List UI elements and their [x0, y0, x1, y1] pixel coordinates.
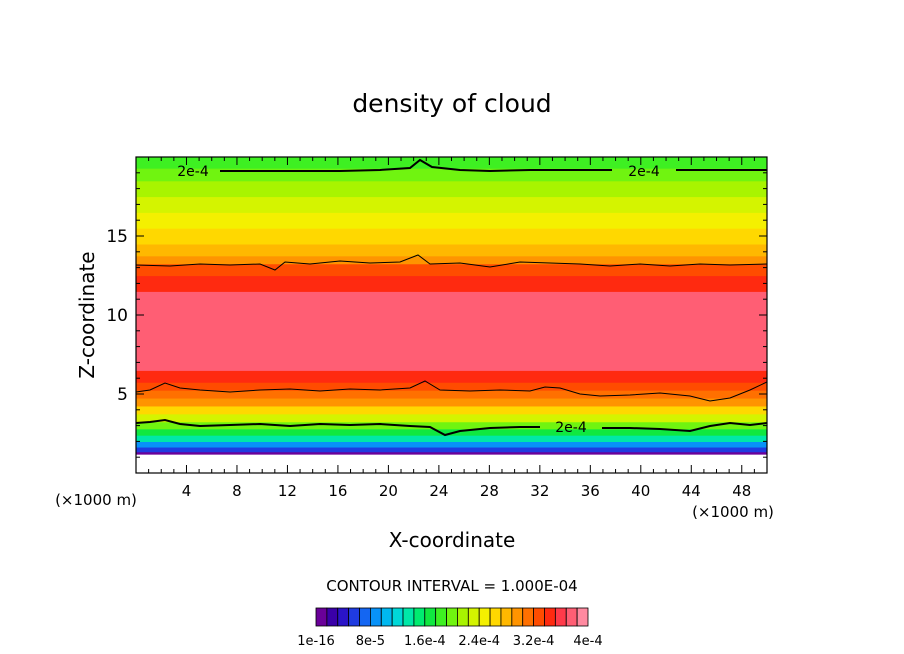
density-band — [136, 263, 767, 277]
contour-line-2e4-top — [220, 158, 767, 173]
contour-label-bottom: 2e-4 — [555, 420, 587, 436]
density-band — [136, 435, 767, 442]
contour-line-2e4-bottom — [136, 418, 767, 437]
x-tick-label: 16 — [328, 482, 347, 500]
x-tick-label: 20 — [379, 482, 398, 500]
colorbar-swatch — [533, 607, 545, 627]
density-band — [136, 390, 767, 399]
colorbar-label: 2.4e-4 — [458, 634, 500, 649]
density-band — [136, 338, 767, 356]
density-band — [136, 243, 767, 257]
density-band — [136, 157, 767, 169]
colorbar-swatch — [380, 607, 393, 627]
contour-interval-text: CONTOUR INTERVAL = 1.000E-04 — [326, 577, 577, 595]
density-band — [136, 451, 767, 455]
density-band — [136, 428, 767, 436]
density-band — [136, 354, 767, 371]
chart-title: density of cloud — [352, 89, 551, 118]
x-tick-label: 12 — [278, 482, 297, 500]
contour-label-top-left: 2e-4 — [177, 164, 209, 180]
colorbar-labels: 1e-16 8e-5 1.6e-4 2.4e-4 3.2e-4 4e-4 — [297, 634, 602, 649]
colorbar — [315, 607, 589, 627]
colorbar-label: 1.6e-4 — [404, 634, 446, 649]
density-band — [136, 228, 767, 245]
colorbar-swatch — [522, 607, 534, 627]
colorbar-swatch — [467, 607, 480, 627]
x-axis-unit-right: (×1000 m) — [692, 503, 774, 521]
y-tick-label: 10 — [106, 306, 128, 326]
density-band — [136, 421, 767, 430]
colorbar-label: 3.2e-4 — [513, 634, 555, 649]
x-tick-label: 40 — [631, 482, 650, 500]
y-axis: 5 10 15 — [106, 172, 767, 458]
density-band — [136, 212, 767, 229]
contour-line-lower-5km — [136, 380, 767, 402]
colorbar-swatch — [391, 607, 404, 627]
colorbar-swatch — [435, 607, 447, 627]
density-band — [136, 322, 767, 340]
density-band — [136, 382, 767, 391]
colorbar-swatch — [413, 607, 426, 627]
density-band — [136, 255, 767, 265]
density-band — [136, 397, 767, 407]
colorbar-swatch — [424, 607, 437, 627]
x-tick-label: 24 — [429, 482, 448, 500]
x-tick-label: 8 — [232, 482, 242, 500]
contour-line-upper-13km — [136, 254, 767, 271]
x-tick-label: 48 — [732, 482, 751, 500]
x-tick-label: 28 — [480, 482, 499, 500]
x-tick-label: 36 — [581, 482, 600, 500]
density-band — [136, 405, 767, 415]
y-tick-label: 15 — [106, 227, 128, 247]
y-tick-label: 5 — [117, 385, 128, 405]
x-tick-label: 4 — [182, 482, 192, 500]
colorbar-swatch — [500, 607, 513, 627]
x-tick-label: 32 — [530, 482, 549, 500]
x-tick-label: 44 — [682, 482, 701, 500]
density-band — [136, 441, 767, 448]
density-band — [136, 291, 767, 308]
colorbar-label: 8e-5 — [356, 634, 385, 649]
colorbar-swatch — [489, 607, 502, 627]
density-bands — [136, 157, 767, 455]
colorbar-swatch — [359, 607, 371, 627]
colorbar-swatch — [369, 607, 382, 627]
colorbar-swatch — [576, 607, 589, 627]
density-band — [136, 180, 767, 198]
density-band — [136, 275, 767, 292]
density-band — [136, 370, 767, 383]
density-band — [136, 196, 767, 213]
x-axis-label: X-coordinate — [389, 528, 516, 552]
x-axis: 4 8 12 16 20 24 28 32 36 40 44 48 — [148, 157, 755, 500]
density-band — [136, 413, 767, 423]
colorbar-swatch — [511, 607, 524, 627]
x-axis-unit-left: (×1000 m) — [55, 491, 137, 509]
colorbar-swatch — [348, 607, 360, 627]
colorbar-swatch — [402, 607, 415, 627]
colorbar-label: 1e-16 — [297, 634, 335, 649]
contour-label-top-right: 2e-4 — [628, 164, 660, 180]
colorbar-swatch — [544, 607, 556, 627]
colorbar-swatch — [446, 607, 458, 627]
y-axis-label: Z-coordinate — [75, 251, 99, 378]
colorbar-swatch — [565, 607, 578, 627]
colorbar-swatch — [326, 607, 339, 627]
colorbar-label: 4e-4 — [573, 634, 602, 649]
colorbar-swatch — [554, 607, 567, 627]
plot-area — [136, 157, 767, 473]
colorbar-swatch — [457, 607, 469, 627]
density-band — [136, 446, 767, 453]
colorbar-swatch — [478, 607, 491, 627]
colorbar-swatch — [337, 607, 350, 627]
density-band — [136, 307, 767, 324]
colorbar-swatch — [315, 607, 328, 627]
